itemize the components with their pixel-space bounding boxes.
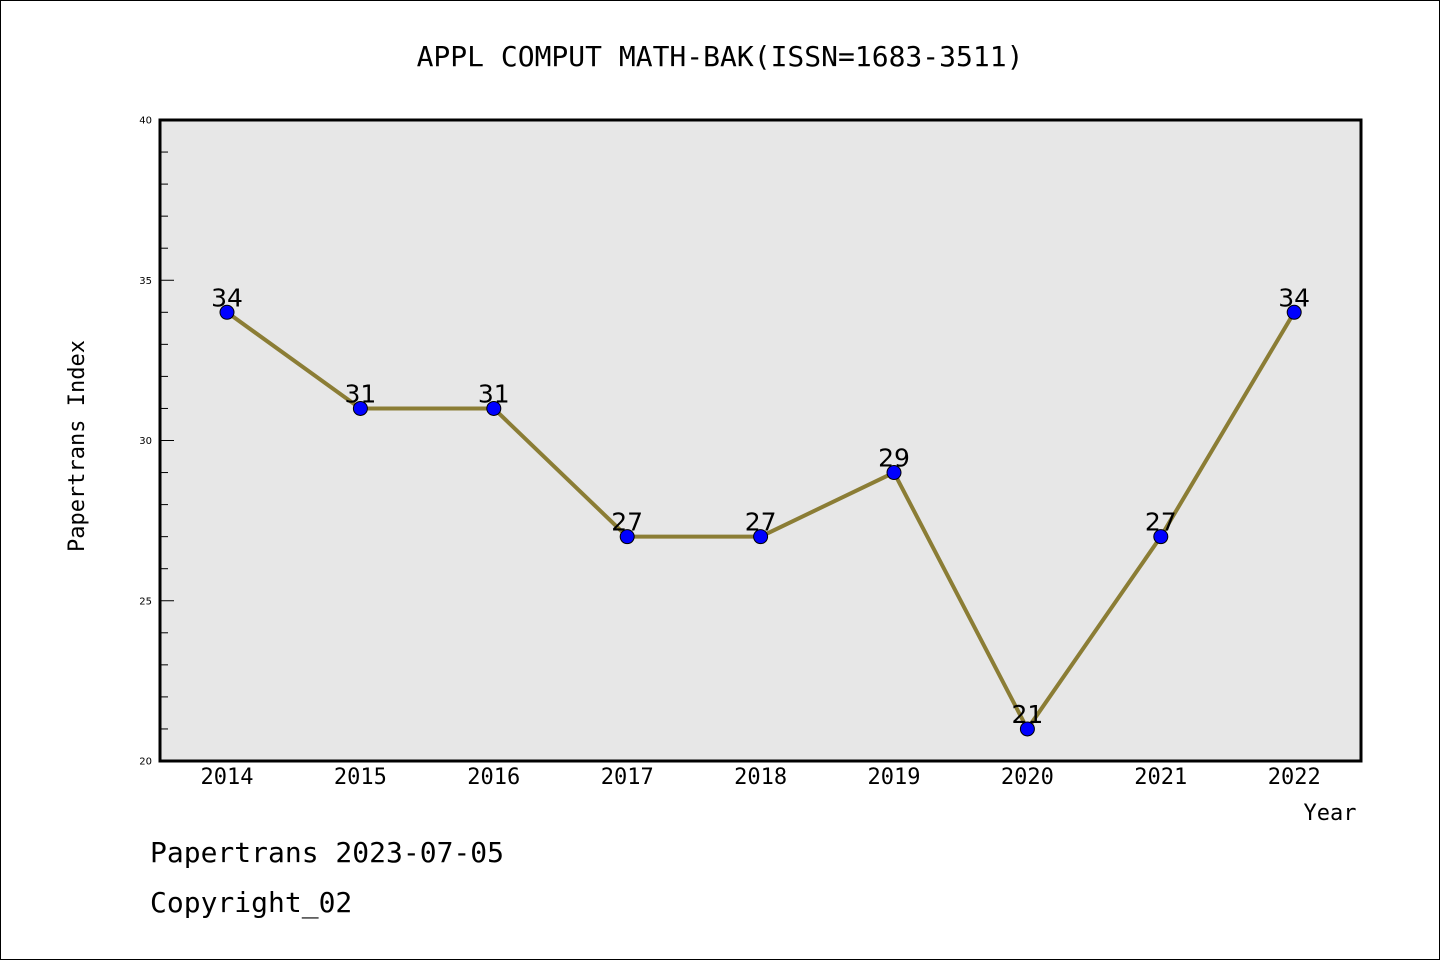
data-label: 29: [878, 444, 910, 473]
data-label: 34: [1278, 283, 1310, 312]
data-point: [219, 304, 235, 320]
data-label: 34: [211, 283, 243, 312]
data-label: 27: [1145, 508, 1177, 537]
x-tick-label: 2014: [201, 765, 254, 790]
y-tick-label: 35: [139, 276, 152, 287]
data-label: 27: [611, 508, 643, 537]
data-point: [1286, 304, 1302, 320]
y-tick-label: 40: [139, 116, 152, 127]
data-label: 31: [478, 379, 510, 408]
footer-date: Papertrans 2023-07-05: [150, 836, 505, 869]
x-tick-label: 2016: [467, 765, 520, 790]
series-group: 34 31 31 27 27 29 21 27 34: [211, 283, 1310, 737]
plot-area: [160, 120, 1361, 761]
data-label: 31: [344, 379, 376, 408]
footer-copyright: Copyright_02: [150, 886, 353, 919]
y-tick-label: 30: [139, 436, 152, 447]
x-tick-label: 2018: [734, 765, 787, 790]
data-point: [486, 400, 502, 416]
data-point: [1153, 529, 1169, 545]
x-tick-label: 2015: [334, 765, 387, 790]
data-point: [886, 465, 902, 481]
data-point: [1019, 721, 1035, 737]
x-tick-label: 2017: [601, 765, 654, 790]
data-point: [753, 529, 769, 545]
data-label: 27: [745, 508, 777, 537]
x-tick-label: 2022: [1268, 765, 1321, 790]
x-axis-ticks: 2014 2015 2016 2017 2018 2019 2020 2021 2022: [201, 765, 1321, 790]
x-tick-label: 2020: [1001, 765, 1054, 790]
y-axis-label: Papertrans Index: [65, 340, 90, 552]
plot-border: [158, 118, 1363, 763]
data-point: [619, 529, 635, 545]
data-point: [352, 400, 368, 416]
x-axis-label: Year: [1304, 801, 1357, 826]
x-tick-label: 2021: [1134, 765, 1187, 790]
x-tick-label: 2019: [868, 765, 921, 790]
y-tick-label: 20: [139, 757, 152, 768]
chart-title: APPL COMPUT MATH-BAK(ISSN=1683-3511): [417, 40, 1024, 73]
y-tick-label: 25: [139, 596, 152, 607]
data-label: 21: [1011, 700, 1043, 729]
